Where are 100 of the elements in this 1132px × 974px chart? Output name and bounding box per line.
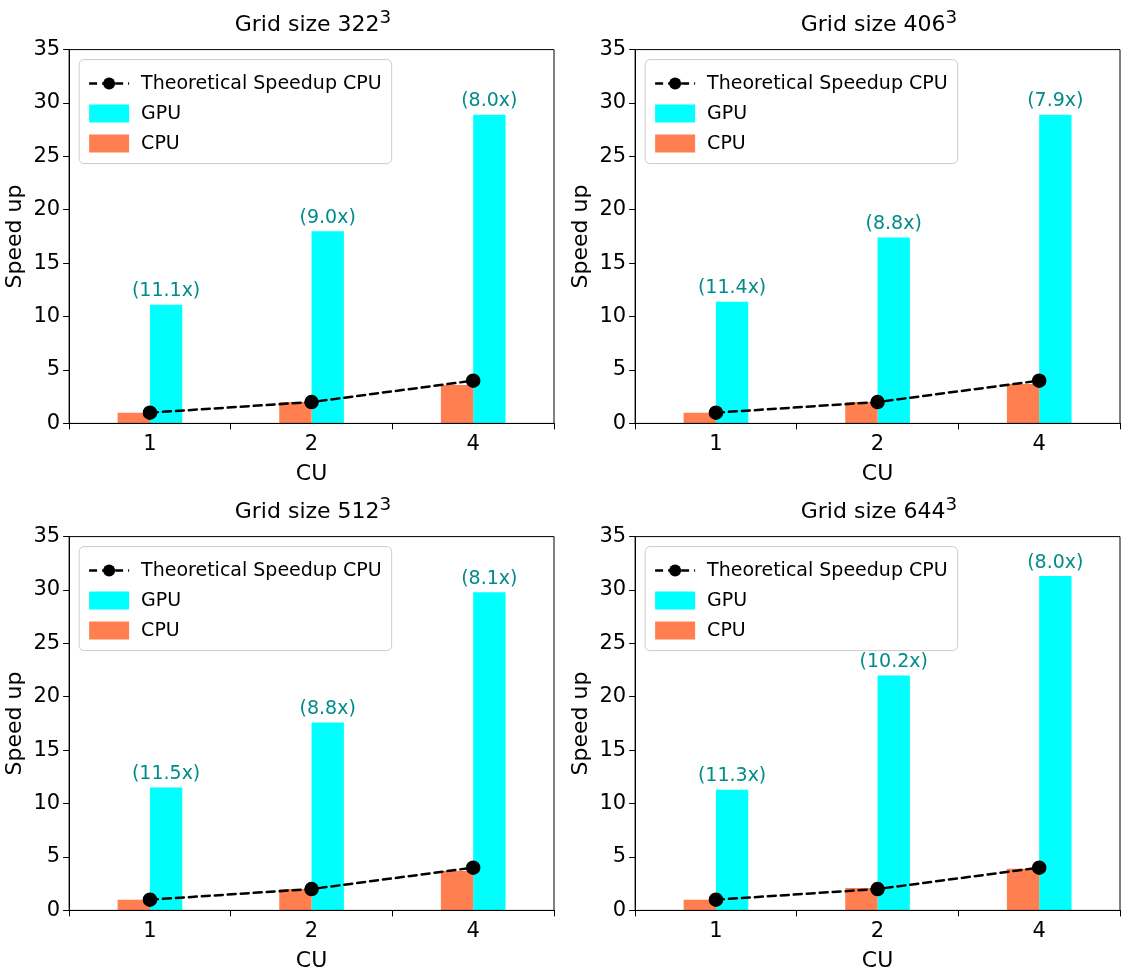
y-tick-label: 30 — [599, 576, 627, 601]
bar — [440, 870, 474, 910]
chart-title: Grid size 644$^{3}$ — [799, 492, 959, 524]
bar — [149, 787, 183, 910]
bar — [1039, 576, 1072, 910]
y-tick-label: 5 — [612, 356, 627, 381]
y-tick-label: 5 — [46, 356, 61, 381]
annotation: (8.1x) — [461, 565, 518, 588]
x-tick-label: 2 — [304, 431, 319, 456]
y-axis-title: Speed up — [566, 184, 592, 289]
x-tick-label: 4 — [1032, 918, 1046, 943]
annotation: (9.0x) — [299, 204, 356, 227]
point — [870, 394, 885, 410]
annotation: (8.0x) — [461, 88, 518, 111]
legend-label: CPU — [707, 617, 746, 640]
y-tick-label: 20 — [33, 196, 61, 221]
point — [465, 373, 481, 388]
y-tick-label: 5 — [46, 843, 61, 868]
annotation: (8.8x) — [865, 211, 922, 234]
chart-title: Grid size 406$^{3}$ — [799, 5, 959, 37]
bar — [715, 789, 749, 910]
point — [304, 881, 319, 897]
y-tick-label: 5 — [612, 843, 627, 868]
y-tick-label: 35 — [599, 36, 627, 61]
legend-label: GPU — [141, 587, 182, 610]
chart-title: Grid size 322$^{3}$ — [233, 5, 393, 37]
y-tick-label: 20 — [599, 196, 627, 221]
x-axis-title: CU — [295, 459, 328, 485]
point — [708, 892, 724, 907]
y-tick-label: 15 — [599, 249, 627, 274]
legend-label: Theoretical Speedup CPU — [706, 70, 948, 93]
x-tick-label: 1 — [143, 918, 157, 943]
legend-label: GPU — [707, 100, 748, 123]
y-axis-title: Speed up — [566, 671, 592, 776]
point — [708, 405, 724, 420]
legend-label: GPU — [141, 100, 182, 123]
legend-label: Theoretical Speedup CPU — [140, 70, 382, 93]
x-tick-label: 4 — [466, 918, 480, 943]
bar — [440, 384, 474, 423]
bar — [1039, 114, 1072, 423]
point — [142, 405, 158, 420]
bar — [473, 114, 506, 423]
bar — [311, 231, 344, 423]
y-tick-label: 15 — [33, 736, 61, 761]
point — [304, 394, 319, 410]
y-tick-label: 10 — [33, 790, 61, 815]
y-tick-label: 20 — [599, 683, 627, 708]
x-tick-label: 1 — [709, 918, 723, 943]
y-tick-label: 10 — [599, 790, 627, 815]
point — [142, 892, 158, 907]
bar — [1006, 868, 1040, 910]
x-tick-label: 4 — [466, 431, 480, 456]
bar — [877, 675, 910, 910]
legend-label: CPU — [141, 130, 180, 153]
y-tick-label: 35 — [33, 36, 61, 61]
point — [1031, 860, 1047, 875]
bar — [877, 237, 910, 423]
y-tick-label: 35 — [599, 523, 627, 548]
y-tick-label: 30 — [33, 89, 61, 114]
x-axis-title: CU — [861, 459, 894, 485]
x-tick-label: 4 — [1032, 431, 1046, 456]
legend-label: CPU — [141, 617, 180, 640]
annotation: (11.5x) — [131, 761, 201, 784]
y-tick-label: 25 — [599, 142, 627, 167]
y-tick-label: 35 — [33, 523, 61, 548]
y-tick-label: 0 — [46, 409, 61, 434]
y-tick-label: 10 — [599, 303, 627, 328]
y-tick-label: 25 — [33, 142, 61, 167]
bar — [149, 304, 183, 423]
x-axis-title: CU — [861, 946, 894, 972]
annotation: (8.0x) — [1027, 549, 1084, 572]
point — [1031, 373, 1047, 388]
x-tick-label: 2 — [870, 431, 885, 456]
y-tick-label: 25 — [599, 629, 627, 654]
legend-label: Theoretical Speedup CPU — [706, 557, 948, 580]
legend-label: GPU — [707, 587, 748, 610]
legend-label: Theoretical Speedup CPU — [140, 557, 382, 580]
y-tick-label: 30 — [599, 89, 627, 114]
y-tick-label: 0 — [46, 896, 61, 921]
chart-title: Grid size 512$^{3}$ — [233, 492, 393, 524]
y-tick-label: 15 — [33, 249, 61, 274]
y-tick-label: 30 — [33, 576, 61, 601]
y-tick-label: 0 — [612, 896, 627, 921]
bar — [1006, 383, 1040, 423]
annotation: (7.9x) — [1027, 88, 1084, 111]
annotation: (11.1x) — [131, 278, 201, 301]
y-tick-label: 15 — [599, 736, 627, 761]
y-tick-label: 20 — [33, 683, 61, 708]
y-tick-label: 25 — [33, 629, 61, 654]
x-tick-label: 1 — [143, 431, 157, 456]
annotation: (11.4x) — [697, 275, 767, 298]
x-tick-label: 2 — [870, 918, 885, 943]
bar — [715, 301, 749, 423]
point — [465, 860, 481, 875]
legend-label: CPU — [707, 130, 746, 153]
y-axis-title: Speed up — [0, 671, 26, 776]
x-tick-label: 2 — [304, 918, 319, 943]
y-tick-label: 10 — [33, 303, 61, 328]
bar — [473, 592, 506, 910]
point — [870, 881, 885, 897]
